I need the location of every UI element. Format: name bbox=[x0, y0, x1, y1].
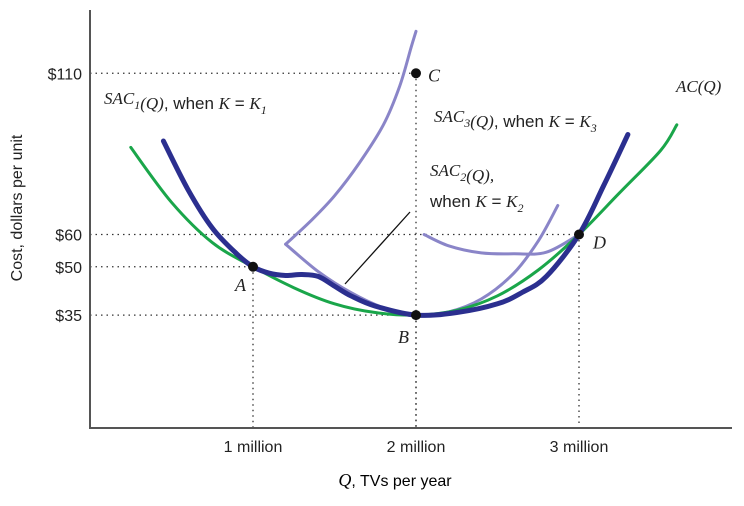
x-tick-label: 1 million bbox=[224, 439, 283, 456]
cost-curves bbox=[129, 29, 679, 318]
point-d-marker bbox=[574, 229, 584, 240]
tick-labels: $35 $50 $60 $110 1 million 2 million 3 million bbox=[48, 66, 609, 456]
y-axis-title: Cost, dollars per unit bbox=[9, 134, 26, 281]
x-axis-variable: Q bbox=[338, 470, 351, 490]
point-a-label: A bbox=[234, 275, 247, 295]
y-tick-label: $50 bbox=[55, 260, 82, 277]
axes bbox=[89, 10, 732, 429]
ac-label: AC(Q) bbox=[675, 77, 722, 96]
point-c-marker bbox=[411, 68, 421, 79]
point-c-label: C bbox=[428, 65, 441, 85]
sac3-curve bbox=[422, 233, 581, 256]
sac1-curve bbox=[160, 132, 631, 318]
sac2_hi-curve bbox=[284, 29, 418, 246]
point-b-marker bbox=[411, 310, 421, 321]
y-tick-label: $60 bbox=[55, 228, 82, 245]
sac2-label: SAC2(Q), when K = K2 bbox=[429, 161, 523, 215]
curve-labels: AC(Q) SAC1(Q), when K = K1 SAC2(Q), when K … bbox=[104, 77, 722, 215]
y-tick-label: $35 bbox=[55, 308, 82, 325]
point-markers: A B C D bbox=[234, 65, 606, 347]
sac2-curve bbox=[284, 204, 560, 317]
point-a-marker bbox=[248, 261, 258, 272]
point-d-label: D bbox=[592, 233, 606, 253]
point-b-label: B bbox=[398, 327, 409, 347]
y-tick-label: $110 bbox=[48, 66, 83, 83]
x-axis-title: Q, TVs per year bbox=[338, 470, 452, 490]
sac1-label: SAC1(Q), when K = K1 bbox=[104, 89, 267, 117]
guide-lines bbox=[90, 72, 580, 428]
sac2-label-leader bbox=[344, 211, 411, 285]
x-tick-label: 3 million bbox=[550, 439, 609, 456]
x-axis-title-text: , TVs per year bbox=[351, 473, 452, 490]
sac3-label: SAC3(Q), when K = K3 bbox=[434, 107, 597, 135]
x-tick-label: 2 million bbox=[387, 439, 446, 456]
ac-curve bbox=[129, 123, 679, 317]
